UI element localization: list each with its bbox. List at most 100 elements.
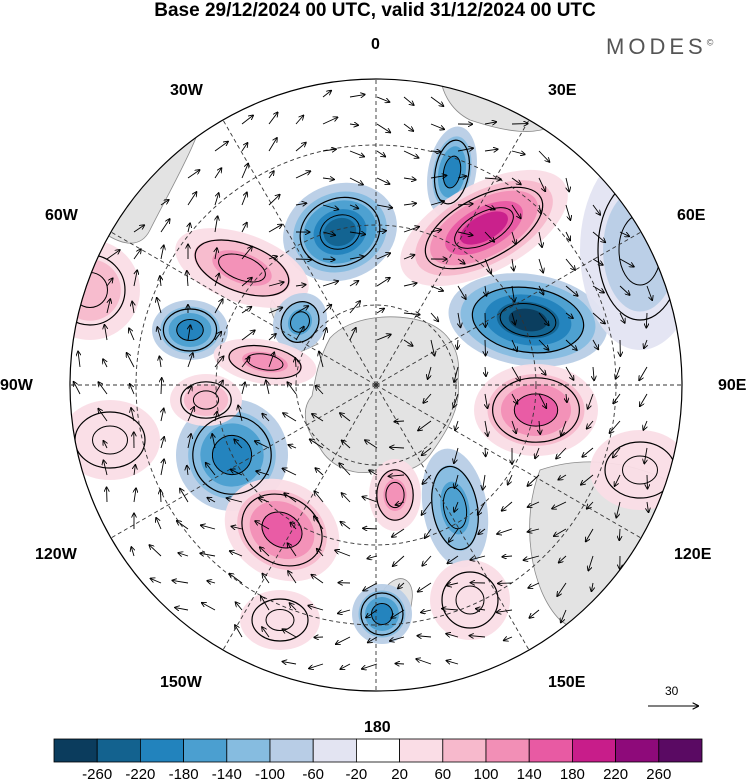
wind-vector-75 [511, 231, 516, 244]
wind-vector-113 [457, 285, 466, 299]
wind-vector-95 [512, 258, 514, 270]
wind-vector-60 [592, 204, 600, 215]
wind-vector-349 [442, 609, 459, 610]
colorbar-tick-9: 100 [473, 766, 499, 783]
colorbar-swatch-1 [96, 738, 141, 763]
wind-vector-99 [619, 258, 634, 267]
contour-18 [571, 91, 629, 149]
wind-vector-247 [231, 469, 243, 476]
colorbar-tick-6: -20 [345, 766, 368, 783]
colorbar-swatch-0 [53, 738, 98, 763]
wind-vector-98 [592, 258, 603, 265]
wind-vector-184 [130, 384, 135, 395]
wind-vector-175 [485, 366, 486, 376]
meridian-2 [375, 231, 642, 386]
wind-vector-251 [339, 463, 351, 476]
wind-vector-305 [178, 553, 189, 556]
wind-vector-2 [376, 96, 389, 102]
wind-vector-292 [340, 522, 351, 530]
wind-vector-20 [322, 149, 336, 151]
lon-label-30w: 30W [170, 82, 203, 99]
lon-label-90w: 90W [0, 377, 33, 394]
wind-vector-9 [349, 124, 358, 125]
meridian-5 [375, 384, 530, 651]
wind-vector-358 [336, 636, 351, 644]
wind-vector-24 [430, 151, 441, 152]
wind-vector-288 [231, 526, 243, 529]
wind-vector-144 [157, 327, 162, 341]
wind-vector-173 [428, 366, 432, 379]
wind-vector-271 [314, 491, 324, 503]
wind-vector-138 [565, 312, 573, 318]
wind-vector-199 [613, 393, 621, 403]
wind-vector-78 [592, 231, 605, 242]
wind-vector-123 [157, 298, 162, 314]
wind-vector-120 [646, 285, 652, 300]
wind-vector-187 [214, 381, 223, 395]
wind-vector-320 [588, 555, 594, 570]
wind-vector-11 [403, 123, 413, 131]
wind-vector-254 [422, 474, 432, 484]
wind-vector-111 [403, 283, 417, 286]
colorbar-tick-0: -260 [82, 766, 113, 783]
wind-vector-252 [369, 470, 378, 476]
wind-vector-347 [391, 609, 405, 618]
wind-vector-259 [558, 474, 567, 480]
wind-vector-117 [565, 285, 578, 296]
wind-vector-256 [483, 474, 485, 490]
wind-vector-309 [288, 543, 297, 557]
wind-vector-233 [422, 447, 432, 455]
wind-vector-85 [241, 247, 252, 260]
wind-vector-192 [423, 393, 432, 403]
wind-vector-143 [129, 328, 135, 341]
wind-vector-181 [639, 366, 648, 380]
wind-vector-66 [268, 225, 282, 233]
wind-vector-207 [262, 414, 270, 422]
wind-vector-189 [266, 380, 269, 395]
wind-vector-363 [470, 636, 486, 637]
wind-vector-121 [106, 299, 110, 314]
lon-label-120w: 120W [35, 546, 77, 563]
wind-vector-14 [484, 122, 496, 124]
contour-3 [471, 286, 585, 354]
wind-vector-317 [502, 556, 513, 557]
wind-vector-86 [268, 256, 277, 259]
wind-vector-47 [241, 192, 247, 206]
wind-vector-326 [262, 574, 270, 584]
contour-0 [299, 196, 381, 268]
wind-vector-336 [528, 582, 540, 588]
wind-vector-337 [557, 582, 567, 596]
wind-vector-197 [566, 393, 567, 402]
wind-vectors [74, 91, 653, 670]
colorbar-swatch-14 [658, 738, 703, 763]
wind-vector-198 [588, 393, 594, 409]
wind-vector-62 [160, 219, 170, 233]
wind-vector-151 [349, 328, 356, 341]
wind-vector-8 [322, 117, 337, 125]
wind-vector-203 [161, 409, 164, 422]
lon-label-180: 180 [364, 719, 391, 736]
lon-label-150w: 150W [160, 674, 202, 691]
wind-vector-328 [311, 575, 324, 584]
wind-vector-185 [161, 378, 162, 395]
wind-vector-118 [592, 285, 604, 293]
wind-vector-196 [538, 393, 546, 408]
colorbar-swatch-6 [312, 738, 357, 763]
wind-vector-152 [376, 334, 391, 341]
wind-vector-49 [295, 203, 306, 205]
wind-vector-45 [187, 192, 196, 206]
wind-vector-276 [454, 501, 459, 512]
wind-vector-27 [511, 150, 525, 154]
wind-vector-234 [454, 447, 459, 463]
wind-vector-283 [647, 501, 649, 512]
wind-vector-129 [322, 305, 331, 314]
wind-vector-191 [316, 386, 324, 395]
wind-vector-153 [403, 339, 413, 346]
wind-vector-142 [104, 325, 107, 341]
wind-vector-228 [288, 445, 297, 448]
wind-vector-146 [214, 332, 221, 341]
wind-vector-10 [376, 123, 390, 132]
wind-vector-322 [151, 579, 162, 584]
wind-vector-287 [201, 525, 216, 530]
wind-vector-80 [106, 250, 120, 260]
